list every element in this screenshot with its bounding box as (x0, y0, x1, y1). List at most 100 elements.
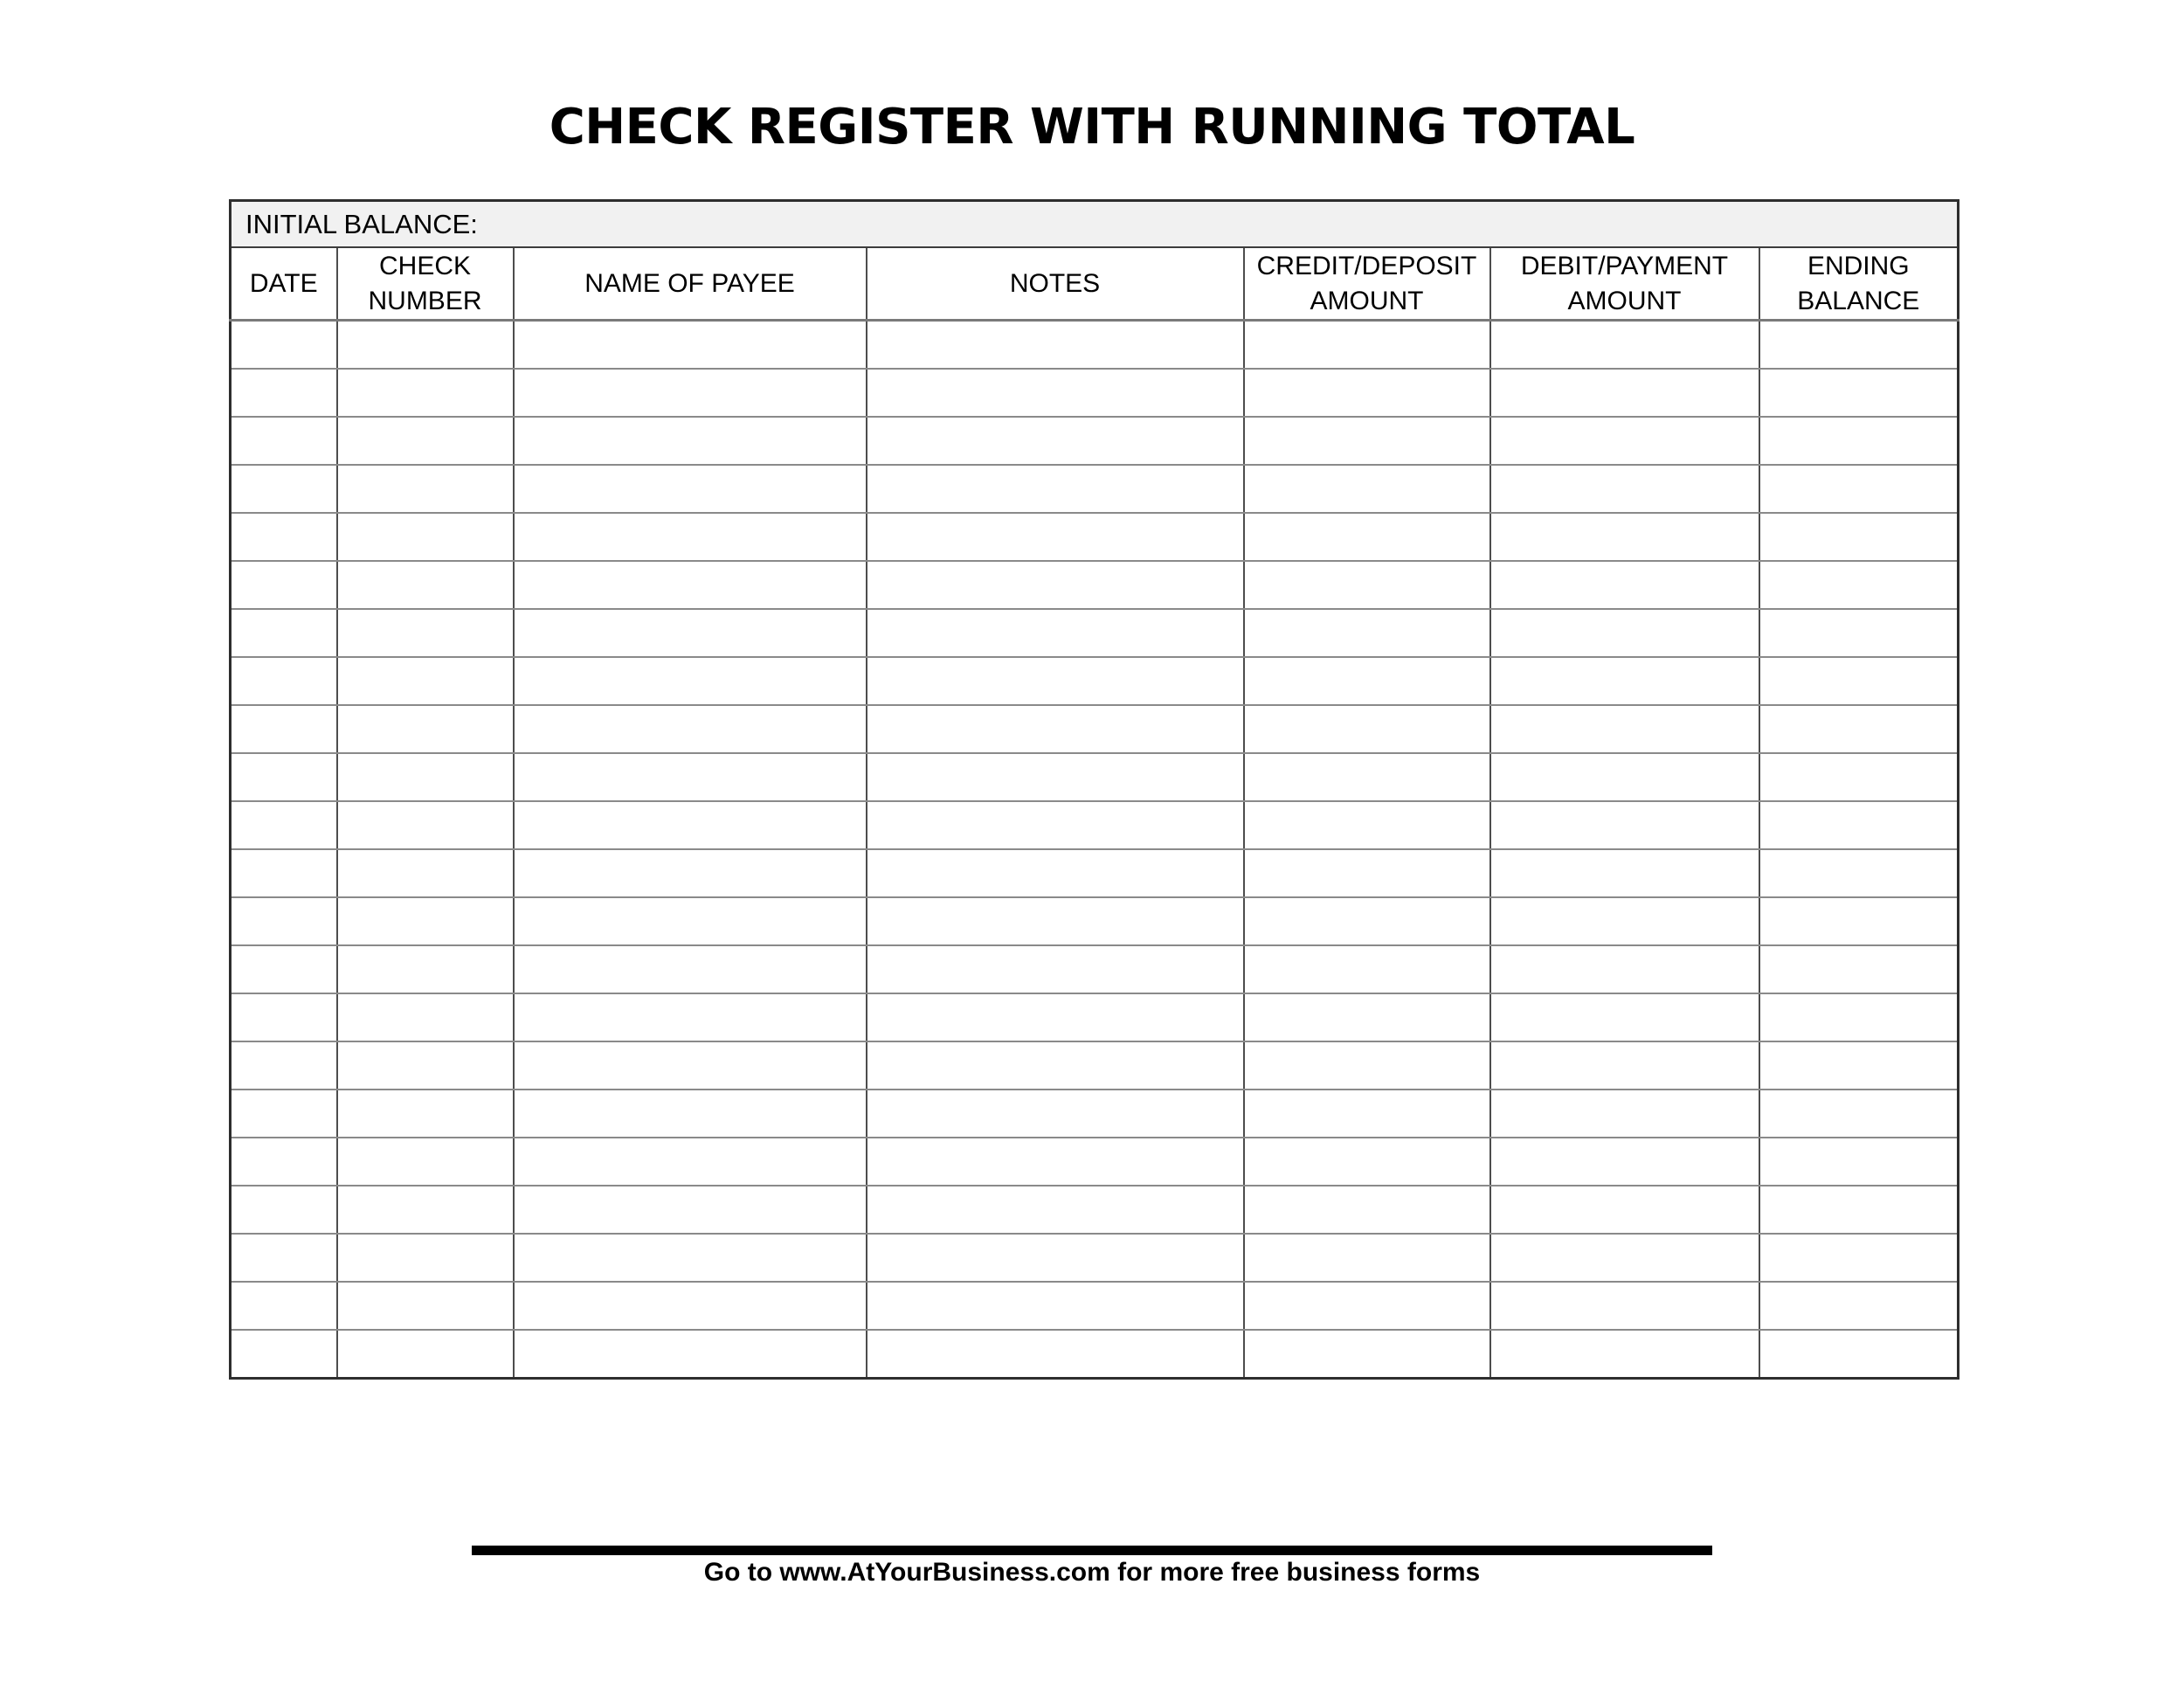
cell-credit-deposit-amount (1242, 704, 1491, 754)
cell-check-number (335, 896, 515, 946)
cell-credit-deposit-amount (1242, 848, 1491, 898)
cell-ending-balance (1758, 848, 1959, 898)
cell-check-number (335, 1233, 515, 1283)
cell-credit-deposit-amount (1242, 1089, 1491, 1138)
cell-debit-payment-amount (1489, 464, 1760, 514)
cell-notes (865, 704, 1245, 754)
cell-date (229, 319, 338, 370)
cell-debit-payment-amount (1489, 896, 1760, 946)
table-row (229, 1329, 1959, 1380)
table-row (229, 512, 1959, 562)
cell-check-number (335, 752, 515, 802)
cell-date (229, 1089, 338, 1138)
cell-credit-deposit-amount (1242, 1281, 1491, 1331)
table-row (229, 1233, 1959, 1283)
cell-ending-balance (1758, 752, 1959, 802)
cell-notes (865, 560, 1245, 610)
table-row (229, 656, 1959, 706)
cell-credit-deposit-amount (1242, 1329, 1491, 1380)
table-row (229, 416, 1959, 466)
cell-debit-payment-amount (1489, 800, 1760, 850)
column-header-date: DATE (229, 246, 338, 322)
cell-debit-payment-amount (1489, 416, 1760, 466)
table-row (229, 464, 1959, 514)
cell-date (229, 896, 338, 946)
cell-date (229, 416, 338, 466)
cell-debit-payment-amount (1489, 319, 1760, 370)
cell-check-number (335, 319, 515, 370)
cell-credit-deposit-amount (1242, 800, 1491, 850)
cell-ending-balance (1758, 896, 1959, 946)
cell-ending-balance (1758, 656, 1959, 706)
initial-balance-label: INITIAL BALANCE: (230, 200, 1959, 248)
cell-date (229, 1329, 338, 1380)
cell-check-number (335, 848, 515, 898)
cell-notes (865, 368, 1245, 418)
cell-name-of-payee (512, 416, 867, 466)
cell-ending-balance (1758, 608, 1959, 658)
table-row (229, 319, 1959, 370)
cell-date (229, 512, 338, 562)
cell-credit-deposit-amount (1242, 1185, 1491, 1235)
cell-notes (865, 512, 1245, 562)
cell-debit-payment-amount (1489, 1089, 1760, 1138)
cell-ending-balance (1758, 368, 1959, 418)
cell-name-of-payee (512, 560, 867, 610)
table-row (229, 704, 1959, 754)
cell-notes (865, 656, 1245, 706)
cell-date (229, 1137, 338, 1186)
cell-check-number (335, 1089, 515, 1138)
cell-name-of-payee (512, 608, 867, 658)
cell-check-number (335, 656, 515, 706)
cell-notes (865, 1185, 1245, 1235)
cell-ending-balance (1758, 512, 1959, 562)
cell-credit-deposit-amount (1242, 896, 1491, 946)
cell-credit-deposit-amount (1242, 752, 1491, 802)
cell-ending-balance (1758, 1233, 1959, 1283)
table-row (229, 800, 1959, 850)
cell-name-of-payee (512, 1185, 867, 1235)
column-header-credit-deposit-amount: CREDIT/DEPOSIT AMOUNT (1242, 246, 1491, 322)
cell-debit-payment-amount (1489, 560, 1760, 610)
cell-check-number (335, 944, 515, 994)
cell-notes (865, 848, 1245, 898)
column-header-debit-payment-amount: DEBIT/PAYMENT AMOUNT (1489, 246, 1760, 322)
cell-name-of-payee (512, 1329, 867, 1380)
cell-credit-deposit-amount (1242, 416, 1491, 466)
cell-ending-balance (1758, 416, 1959, 466)
table-row (229, 1185, 1959, 1235)
cell-credit-deposit-amount (1242, 608, 1491, 658)
cell-check-number (335, 704, 515, 754)
cell-date (229, 560, 338, 610)
cell-check-number (335, 512, 515, 562)
cell-name-of-payee (512, 319, 867, 370)
cell-debit-payment-amount (1489, 1233, 1760, 1283)
cell-debit-payment-amount (1489, 1041, 1760, 1090)
cell-date (229, 752, 338, 802)
cell-ending-balance (1758, 944, 1959, 994)
cell-date (229, 1041, 338, 1090)
cell-check-number (335, 464, 515, 514)
footer-divider-bar (472, 1546, 1712, 1555)
cell-debit-payment-amount (1489, 848, 1760, 898)
cell-notes (865, 1233, 1245, 1283)
cell-check-number (335, 416, 515, 466)
table-header: INITIAL BALANCE: DATE CHECK NUMBER NAME OF … (229, 200, 1959, 322)
page-title: CHECK REGISTER WITH RUNNING TOTAL (549, 99, 1635, 156)
cell-debit-payment-amount (1489, 1137, 1760, 1186)
cell-check-number (335, 1329, 515, 1380)
cell-check-number (335, 560, 515, 610)
cell-name-of-payee (512, 993, 867, 1042)
cell-notes (865, 608, 1245, 658)
cell-credit-deposit-amount (1242, 1233, 1491, 1283)
cell-debit-payment-amount (1489, 656, 1760, 706)
cell-name-of-payee (512, 944, 867, 994)
cell-notes (865, 752, 1245, 802)
cell-name-of-payee (512, 1137, 867, 1186)
table-row (229, 1041, 1959, 1090)
table-row (229, 608, 1959, 658)
cell-check-number (335, 1281, 515, 1331)
cell-notes (865, 1089, 1245, 1138)
cell-notes (865, 1137, 1245, 1186)
